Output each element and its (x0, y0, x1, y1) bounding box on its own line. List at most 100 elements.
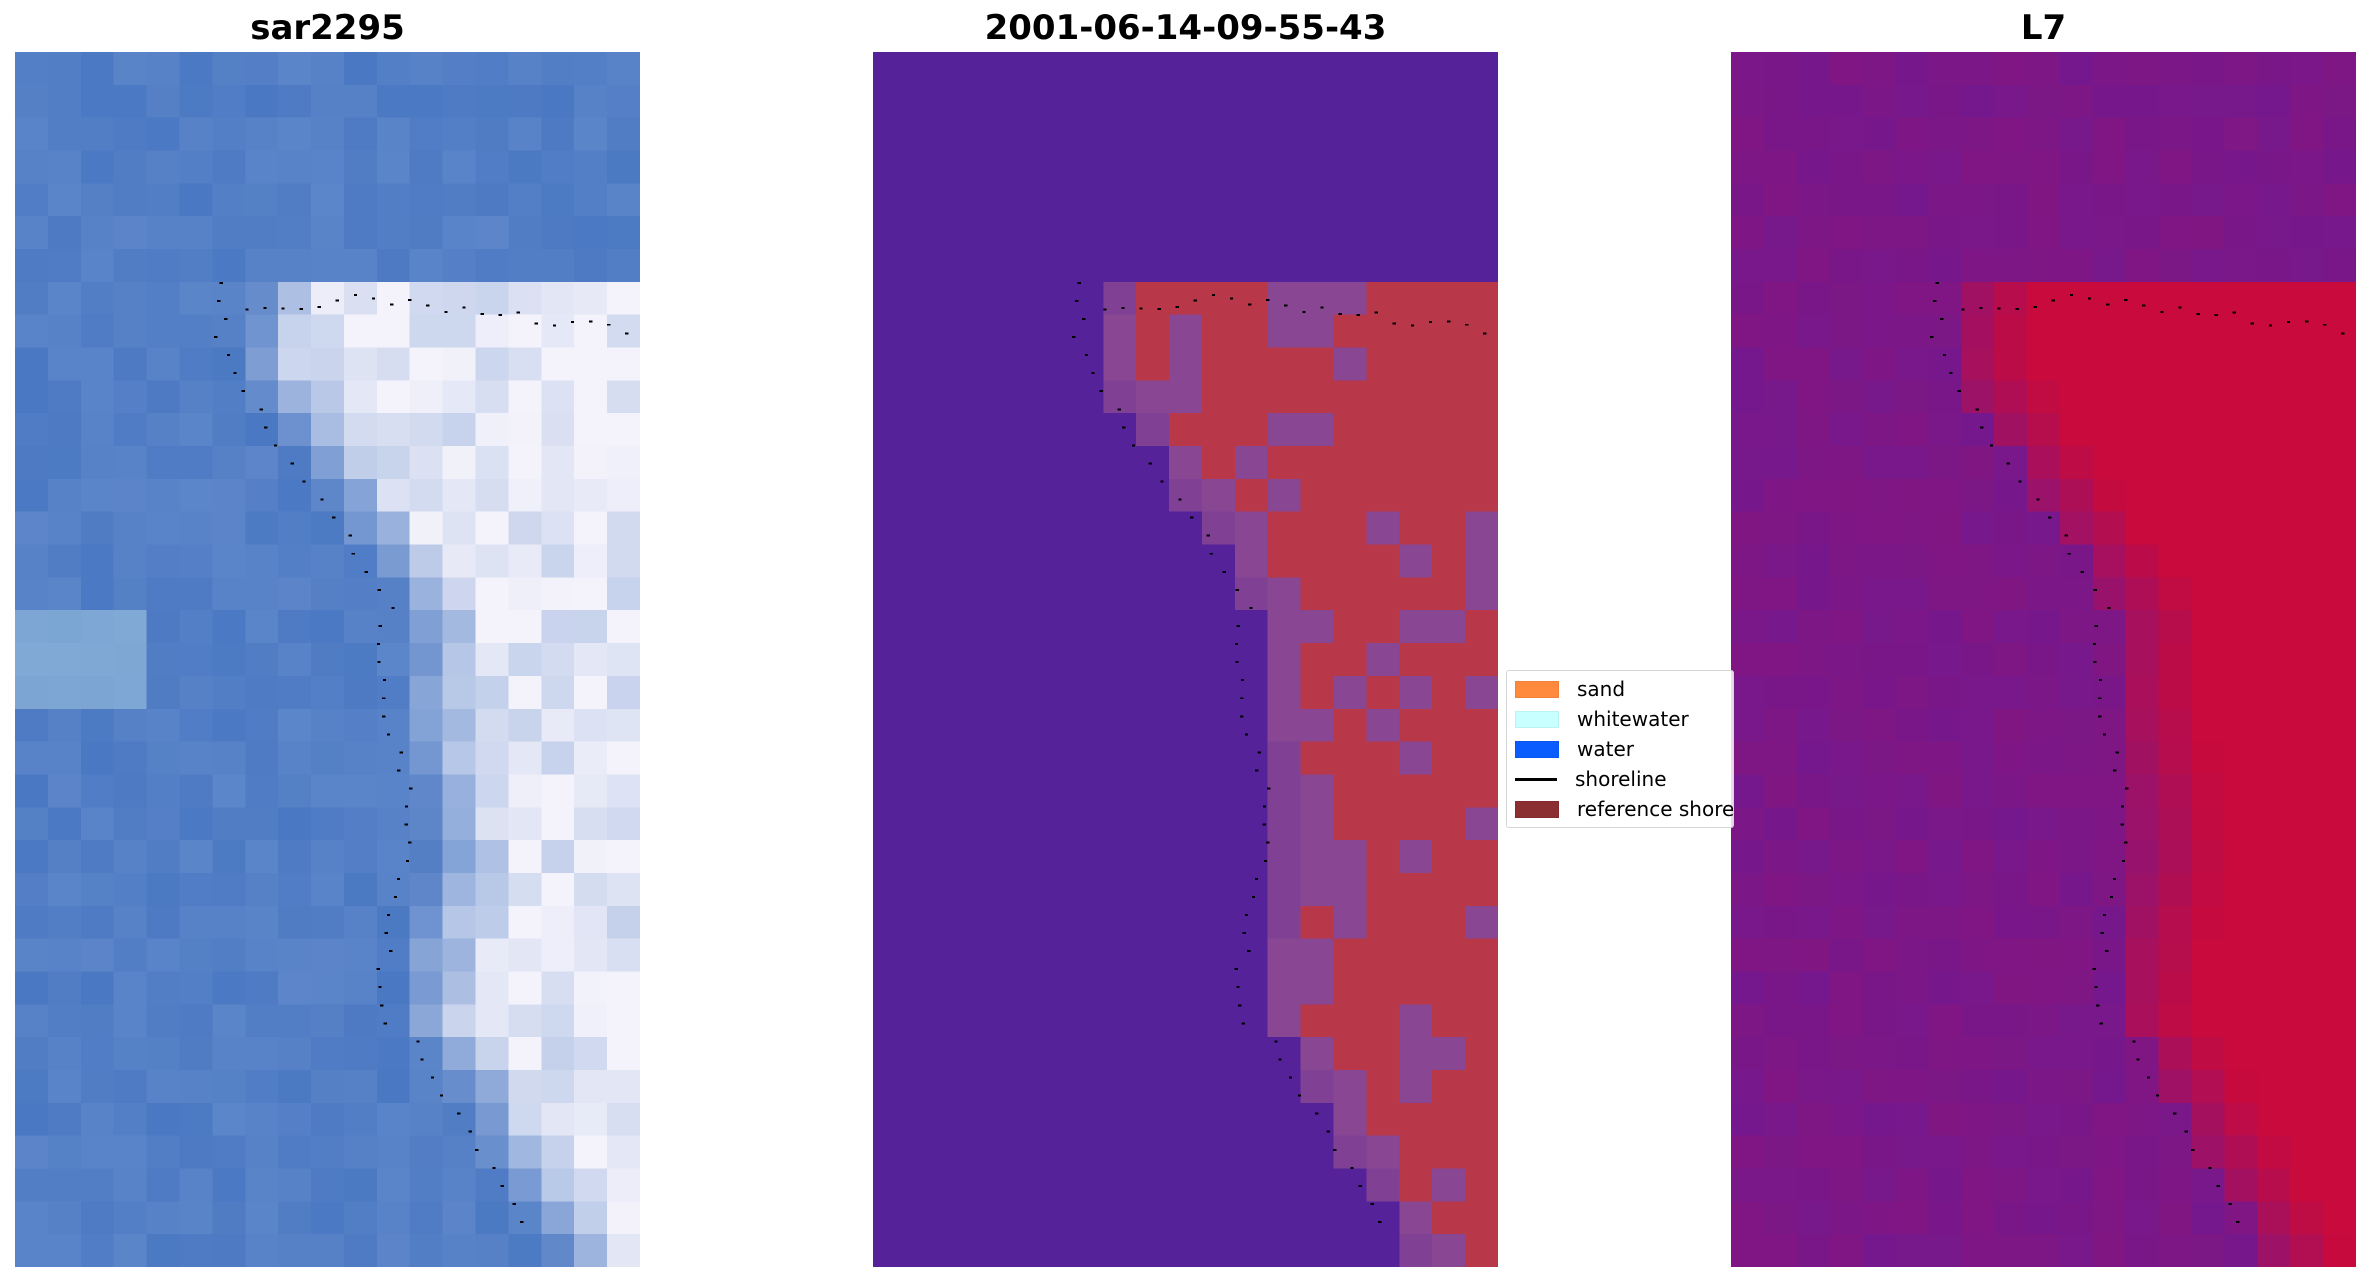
pixel (2158, 675, 2193, 710)
pixel (541, 150, 575, 185)
pixel (80, 314, 115, 349)
pixel (938, 380, 973, 414)
pixel (2191, 1234, 2226, 1267)
pixel (1465, 1234, 1498, 1267)
pixel (1928, 774, 1962, 808)
pixel (113, 380, 148, 414)
pixel (1465, 511, 1498, 546)
pixel (1300, 380, 1335, 414)
pixel (1004, 281, 1039, 316)
pixel (541, 840, 575, 874)
pixel (1333, 577, 1368, 611)
pixel (1333, 1037, 1368, 1071)
shoreline-point (2115, 751, 2119, 754)
pixel (1928, 511, 1962, 546)
pixel (311, 544, 345, 579)
shoreline-point (1267, 787, 1271, 790)
pixel (245, 347, 279, 382)
shoreline-point (1238, 1004, 1242, 1007)
pixel (2290, 117, 2324, 152)
pixel (278, 971, 312, 1005)
pixel (541, 216, 575, 250)
pixel (1895, 544, 1930, 579)
pixel (1862, 380, 1897, 414)
pixel (2092, 643, 2127, 677)
pixel (15, 380, 49, 414)
pixel (1004, 610, 1039, 644)
pixel (278, 610, 312, 644)
pixel (1961, 938, 1995, 973)
pixel (1037, 544, 1072, 579)
pixel (1961, 741, 1995, 776)
pixel (1333, 314, 1368, 349)
pixel (1169, 938, 1203, 973)
pixel (2158, 413, 2193, 447)
pixel (1004, 314, 1039, 349)
pixel (1731, 971, 1765, 1005)
pixel (1037, 938, 1072, 973)
pixel (574, 413, 608, 447)
pixel (212, 511, 246, 546)
pixel (245, 511, 279, 546)
shoreline-point (1211, 294, 1216, 297)
pixel (1136, 150, 1170, 185)
pixel (2158, 905, 2193, 940)
pixel (2224, 478, 2258, 513)
pixel (1961, 314, 1995, 349)
shoreline-point (625, 332, 629, 335)
pixel (2125, 446, 2160, 480)
pixel (2158, 774, 2193, 808)
pixel (179, 84, 214, 119)
shoreline-point (457, 1112, 461, 1115)
pixel (905, 216, 940, 250)
pixel (971, 150, 1006, 185)
pixel (278, 741, 312, 776)
pixel (1862, 643, 1897, 677)
pixel (905, 610, 940, 644)
pixel (179, 150, 214, 185)
water-swatch (1515, 740, 1559, 758)
pixel (1763, 905, 1798, 940)
pixel (2191, 675, 2226, 710)
pixel (574, 544, 608, 579)
pixel (2027, 938, 2061, 973)
pixel (15, 708, 49, 743)
shoreline-point (348, 534, 352, 537)
pixel (1201, 971, 1236, 1005)
pixel (2158, 281, 2193, 316)
pixel (508, 1069, 542, 1104)
shoreline-point (1957, 390, 1962, 393)
shoreline-point (290, 462, 294, 465)
pixel (2191, 774, 2226, 808)
pixel (2125, 1135, 2160, 1170)
pixel (2191, 1135, 2226, 1170)
pixel (574, 478, 608, 513)
pixel (541, 544, 575, 579)
pixel (1994, 1168, 2028, 1202)
pixel (80, 905, 115, 940)
pixel (376, 84, 411, 119)
shoreline-point (498, 313, 502, 316)
pixel (873, 446, 907, 480)
pixel (2027, 840, 2061, 874)
pixel (2158, 52, 2193, 86)
shoreline-point (534, 322, 539, 325)
pixel (1169, 117, 1203, 152)
pixel (607, 774, 640, 808)
pixel (1037, 971, 1072, 1005)
pixel (2059, 446, 2094, 480)
pixel (905, 643, 940, 677)
pixel (2290, 1004, 2324, 1038)
pixel (15, 84, 49, 119)
pixel (1465, 216, 1498, 250)
pixel (1103, 1069, 1137, 1104)
shoreline-point (1447, 320, 1451, 323)
pixel (2257, 840, 2291, 874)
pixel (1961, 544, 1995, 579)
pixel (2125, 314, 2160, 349)
pixel (376, 938, 411, 973)
pixel (1267, 708, 1302, 743)
pixel (1070, 938, 1104, 973)
pixel (1796, 643, 1831, 677)
shoreline-point (1262, 805, 1267, 808)
